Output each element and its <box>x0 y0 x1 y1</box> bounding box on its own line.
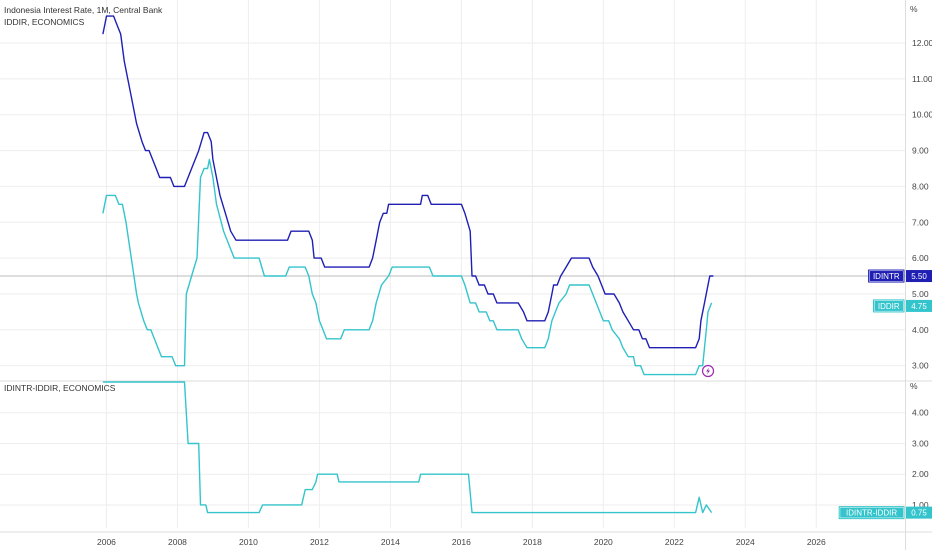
y-tick-label: 1.00 <box>912 500 929 510</box>
x-tick-label: 2010 <box>239 537 258 547</box>
y-tick-label: 10.00 <box>912 110 932 120</box>
x-tick-label: 2014 <box>381 537 400 547</box>
x-tick-label: 2020 <box>594 537 613 547</box>
y-tick-label: 4.00 <box>912 325 929 335</box>
tag-series-name: IDINTR-IDDIR <box>846 509 897 518</box>
panel2-title: IDINTR-IDDIR, ECONOMICS <box>4 383 116 393</box>
y-tick-label: 6.00 <box>912 253 929 263</box>
x-tick-label: 2026 <box>807 537 826 547</box>
tag-name-fill <box>869 271 903 282</box>
panel1-unit: % <box>910 4 918 14</box>
series-line-idintr <box>102 15 714 349</box>
y-tick-label: 5.00 <box>912 289 929 299</box>
lightning-icon[interactable] <box>701 364 715 378</box>
chart-title: Indonesia Interest Rate, 1M, Central Ban… <box>4 5 163 15</box>
value-tag-iddir: IDDIR 4.75 <box>873 299 932 313</box>
tag-name-fill <box>840 507 903 518</box>
y-tick-label: 8.00 <box>912 181 929 191</box>
tag-value: 5.50 <box>911 272 927 281</box>
y-tick-label: 3.00 <box>912 438 929 448</box>
tag-value-box <box>906 270 932 283</box>
y-tick-label: 2.00 <box>912 469 929 479</box>
series-line-iddir <box>102 158 713 376</box>
tag-value-box <box>906 299 932 312</box>
y-tick-label: 7.00 <box>912 217 929 227</box>
x-tick-label: 2006 <box>97 537 116 547</box>
main-panel: 3.00 4.00 5.00 6.00 7.00 8.00 9.00 10.00 11.00 12… <box>0 15 932 376</box>
series-line-spread <box>102 381 713 514</box>
x-tick-label: 2012 <box>310 537 329 547</box>
x-tick-label: 2022 <box>665 537 684 547</box>
x-tick-label: 2008 <box>168 537 187 547</box>
y-tick-label: 11.00 <box>912 74 932 84</box>
tag-series-name: IDINTR <box>873 272 900 281</box>
tag-value-box <box>906 506 932 519</box>
tag-series-name: IDDIR <box>878 302 900 311</box>
x-tick-label: 2018 <box>523 537 542 547</box>
value-tag-spread: IDINTR-IDDIR 0.75 <box>838 506 932 520</box>
x-axis: 2006 2008 2010 2012 2014 2016 2018 2020 2022 2024… <box>97 537 826 547</box>
chart-subtitle: IDDIR, ECONOMICS <box>4 17 85 27</box>
panel2-unit: % <box>910 381 918 391</box>
y-tick-label: 12.00 <box>912 38 932 48</box>
tag-value: 4.75 <box>911 302 927 311</box>
x-tick-label: 2016 <box>452 537 471 547</box>
value-tag-idintr: IDINTR 5.50 <box>868 269 932 283</box>
overlay: IDINTR 5.50 IDDIR 4.75 IDINTR-IDDIR 0.75 <box>701 269 932 520</box>
y-tick-label: 9.00 <box>912 146 929 156</box>
x-tick-label: 2024 <box>736 537 755 547</box>
y-tick-label: 4.00 <box>912 408 929 418</box>
y-tick-label: 3.00 <box>912 361 929 371</box>
tag-value: 0.75 <box>911 509 927 518</box>
spread-panel: 1.00 2.00 3.00 4.00 <box>102 381 929 514</box>
tag-name-fill <box>874 300 903 311</box>
